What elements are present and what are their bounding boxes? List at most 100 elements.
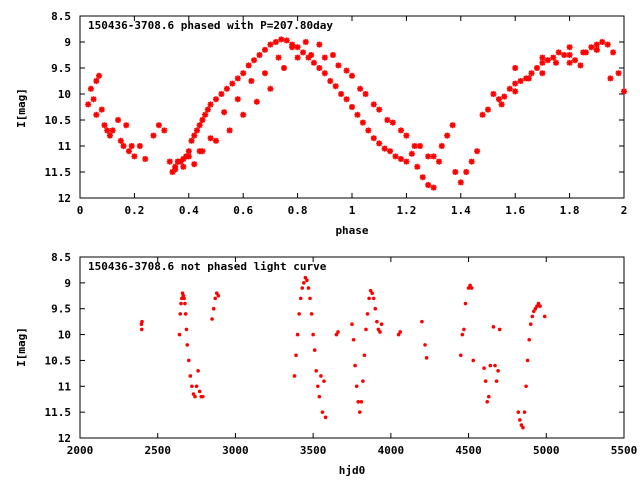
data-point <box>303 275 308 280</box>
data-point <box>316 384 320 389</box>
x-tick-label: 0.4 <box>179 204 199 217</box>
data-point <box>193 394 197 399</box>
data-point <box>98 106 105 113</box>
data-point <box>521 425 525 430</box>
x-tick-label: 1 <box>349 204 356 217</box>
data-point <box>414 163 421 170</box>
data-point <box>466 286 471 290</box>
data-point <box>351 337 356 342</box>
data-point <box>213 96 219 103</box>
data-point <box>142 156 149 162</box>
y-tick-label: 11.5 <box>45 406 72 419</box>
data-point <box>512 65 519 71</box>
data-point <box>207 135 214 142</box>
data-point <box>169 169 176 175</box>
data-points <box>85 36 627 191</box>
data-point <box>125 148 132 155</box>
data-point <box>150 132 157 139</box>
data-point <box>459 353 463 358</box>
data-point <box>381 145 388 152</box>
data-point <box>525 75 532 82</box>
axis-ticks: 2000 2500 3000 3500 4000 4500 5000 5500 8.5 9 9.5 1… <box>45 251 638 457</box>
data-point <box>397 156 404 162</box>
data-point <box>139 327 144 332</box>
data-point <box>234 75 241 82</box>
data-point <box>444 132 451 139</box>
data-point <box>283 37 290 44</box>
data-point <box>553 59 559 66</box>
data-point <box>498 101 505 108</box>
data-point <box>471 358 476 363</box>
data-point <box>555 49 562 56</box>
data-point <box>180 163 187 170</box>
data-point <box>417 143 423 149</box>
data-point <box>359 119 366 126</box>
data-point <box>187 358 191 363</box>
data-point <box>177 332 182 337</box>
data-point <box>261 70 268 77</box>
data-point <box>185 153 192 160</box>
data-point <box>251 57 258 64</box>
data-point <box>302 281 306 285</box>
data-point <box>485 400 490 404</box>
data-point <box>580 49 587 56</box>
data-point <box>615 70 622 77</box>
data-point <box>449 122 456 129</box>
data-point <box>577 62 584 69</box>
data-point <box>321 70 328 77</box>
data-point <box>207 101 214 108</box>
y-tick-label: 8.5 <box>51 251 71 264</box>
data-point <box>468 158 475 165</box>
phased-light-curve-panel: 150436-3708.6 phased with P=207.80day I[… <box>15 10 627 237</box>
data-point <box>191 132 198 139</box>
data-point <box>275 54 282 61</box>
data-point <box>184 327 189 332</box>
data-point <box>281 65 287 71</box>
data-point <box>376 140 383 147</box>
data-point <box>468 283 472 288</box>
data-point <box>120 143 127 149</box>
data-point <box>607 75 614 82</box>
data-point <box>375 319 379 324</box>
y-tick-label: 10.5 <box>45 114 72 127</box>
data-point <box>190 384 194 389</box>
y-axis-label: I[mag] <box>15 88 28 128</box>
data-point <box>248 78 255 84</box>
y-tick-label: 8.5 <box>51 10 71 23</box>
data-point <box>229 80 236 87</box>
data-point <box>319 374 323 378</box>
data-point <box>544 57 551 64</box>
y-tick-label: 10 <box>58 329 71 342</box>
data-point <box>188 137 195 144</box>
data-point <box>361 379 365 383</box>
data-point <box>436 158 443 165</box>
data-point <box>479 111 486 118</box>
data-point <box>161 127 168 134</box>
data-point <box>197 389 202 394</box>
data-point <box>183 301 187 306</box>
data-point <box>610 49 617 56</box>
data-point <box>359 400 364 404</box>
data-point <box>550 54 557 61</box>
data-point <box>387 148 394 155</box>
x-tick-label: 4000 <box>378 444 405 457</box>
x-tick-label: 2500 <box>144 444 171 457</box>
y-tick-label: 12 <box>58 432 71 445</box>
data-point <box>403 132 410 139</box>
data-point <box>256 52 263 58</box>
data-point <box>309 312 314 316</box>
data-point <box>106 132 113 139</box>
data-point <box>424 356 429 360</box>
data-point <box>396 332 401 337</box>
x-tick-label: 5500 <box>611 444 638 457</box>
x-tick-label: 5000 <box>533 444 560 457</box>
data-point <box>278 36 285 43</box>
data-point <box>349 104 355 110</box>
axis-ticks: 0 0.2 0.4 0.6 0.8 1 1.2 1.4 1.6 1.8 2 8.5 9 9.5 10 10.5… <box>45 10 628 217</box>
data-point <box>202 111 209 118</box>
data-point <box>517 78 524 84</box>
data-point <box>389 119 396 126</box>
data-point <box>140 319 144 324</box>
data-point <box>536 301 541 306</box>
